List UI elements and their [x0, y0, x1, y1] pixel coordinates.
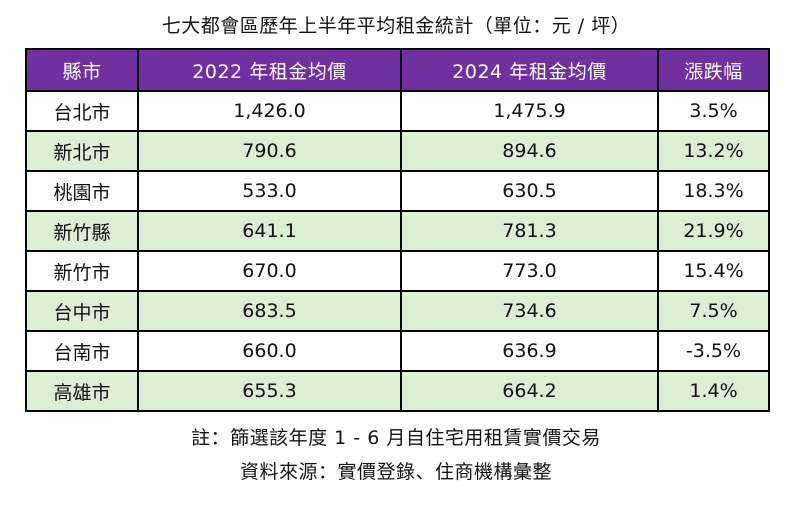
rent-2022-cell: 655.3	[137, 370, 402, 412]
table-row: 台南市 660.0 636.9 -3.5%	[25, 330, 770, 372]
rent-2024-cell: 630.5	[400, 170, 659, 212]
table-row: 台中市 683.5 734.6 7.5%	[25, 290, 770, 332]
rent-2022-cell: 790.6	[137, 130, 402, 172]
change-cell: 21.9%	[657, 210, 770, 252]
change-cell: 3.5%	[657, 90, 770, 132]
table-row: 新北市 790.6 894.6 13.2%	[25, 130, 770, 172]
change-cell: 18.3%	[657, 170, 770, 212]
city-cell: 台南市	[25, 330, 139, 372]
city-cell: 桃園市	[25, 170, 139, 212]
change-cell: 7.5%	[657, 290, 770, 332]
filter-note: 註：篩選該年度 1 - 6 月自住宅用租賃實價交易	[191, 427, 601, 449]
rent-2022-cell: 1,426.0	[137, 90, 402, 132]
column-header-city: 縣市	[25, 48, 139, 92]
rent-2024-cell: 664.2	[400, 370, 659, 412]
change-cell: 15.4%	[657, 250, 770, 292]
source-note: 資料來源：實價登錄、住商機構彙整	[239, 461, 552, 483]
rent-2024-cell: 1,475.9	[400, 90, 659, 132]
rent-statistics-table: 縣市 2022 年租金均價 2024 年租金均價 漲跌幅 台北市 1,426.0…	[25, 48, 770, 412]
rent-2022-cell: 670.0	[137, 250, 402, 292]
rent-2024-cell: 636.9	[400, 330, 659, 372]
rent-2024-cell: 773.0	[400, 250, 659, 292]
city-cell: 新竹市	[25, 250, 139, 292]
page-title: 七大都會區歷年上半年平均租金統計（單位：元 / 坪）	[161, 15, 631, 37]
column-header-2024-avg-rent: 2024 年租金均價	[400, 48, 659, 92]
table-row: 台北市 1,426.0 1,475.9 3.5%	[25, 90, 770, 132]
column-header-2022-avg-rent: 2022 年租金均價	[137, 48, 402, 92]
column-header-change: 漲跌幅	[657, 48, 770, 92]
table-row: 新竹市 670.0 773.0 15.4%	[25, 250, 770, 292]
rent-2022-cell: 660.0	[137, 330, 402, 372]
rent-2024-cell: 734.6	[400, 290, 659, 332]
footnotes: 註：篩選該年度 1 - 6 月自住宅用租賃實價交易 資料來源：實價登錄、住商機構…	[0, 421, 792, 489]
city-cell: 高雄市	[25, 370, 139, 412]
change-cell: 13.2%	[657, 130, 770, 172]
city-cell: 新北市	[25, 130, 139, 172]
rent-2024-cell: 894.6	[400, 130, 659, 172]
change-cell: -3.5%	[657, 330, 770, 372]
city-cell: 台北市	[25, 90, 139, 132]
rent-2022-cell: 641.1	[137, 210, 402, 252]
rent-2024-cell: 781.3	[400, 210, 659, 252]
rent-2022-cell: 683.5	[137, 290, 402, 332]
table-row: 高雄市 655.3 664.2 1.4%	[25, 370, 770, 412]
city-cell: 台中市	[25, 290, 139, 332]
city-cell: 新竹縣	[25, 210, 139, 252]
table-row: 桃園市 533.0 630.5 18.3%	[25, 170, 770, 212]
rent-2022-cell: 533.0	[137, 170, 402, 212]
table-row: 新竹縣 641.1 781.3 21.9%	[25, 210, 770, 252]
table-header-row: 縣市 2022 年租金均價 2024 年租金均價 漲跌幅	[25, 48, 770, 92]
change-cell: 1.4%	[657, 370, 770, 412]
